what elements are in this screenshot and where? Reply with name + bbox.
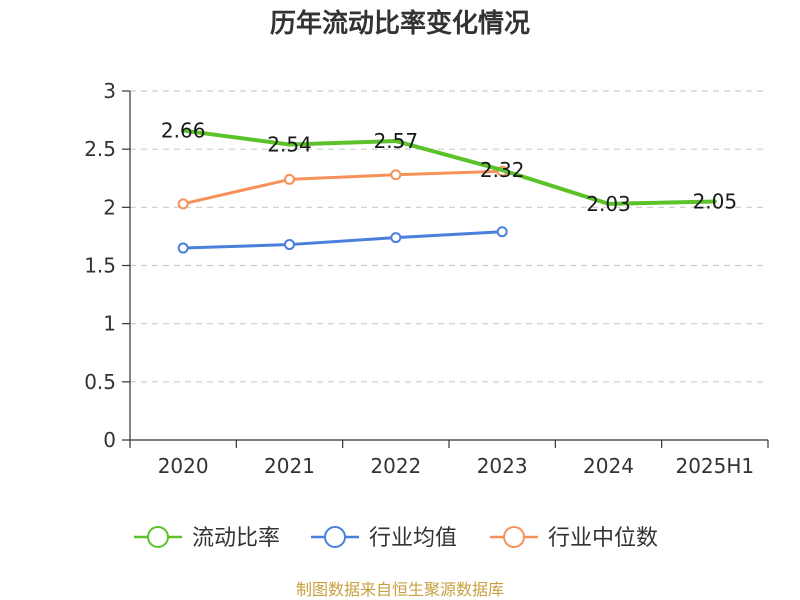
y-tick-label: 1.5 [84, 254, 116, 278]
x-tick-label: 2021 [264, 454, 315, 478]
series-point-2 [390, 169, 402, 181]
series-group [177, 128, 717, 254]
series-point-1 [284, 239, 295, 251]
y-tick-label: 2 [103, 195, 116, 219]
series-point-1 [177, 242, 189, 254]
series-line-2 [181, 169, 504, 206]
series-point-2 [284, 173, 295, 185]
series-line-0 [181, 128, 717, 206]
source-note: 制图数据来自恒生聚源数据库 [296, 580, 504, 599]
legend-marker [503, 526, 525, 548]
y-tick-label: 1 [103, 312, 116, 336]
series-point-1 [390, 232, 402, 244]
legend-marker [324, 526, 346, 548]
y-tick-label: 2.5 [84, 137, 116, 161]
legend-label: 流动比率 [192, 526, 280, 551]
x-tick-label: 2020 [158, 454, 209, 478]
grid [130, 90, 768, 383]
x-tick-label: 2024 [583, 454, 634, 478]
series-point-1 [496, 226, 508, 238]
data-labels: 2.66 2.54 2.57 2.32 2.03 2.05 [161, 119, 737, 216]
legend-label: 行业均值 [369, 526, 457, 551]
legend: 流动比率 行业均值 行业中位数 [134, 526, 658, 551]
data-label: 2.54 [267, 133, 312, 157]
y-tick-label: 3 [103, 79, 116, 103]
data-label: 2.32 [480, 158, 525, 182]
series-line-1 [181, 230, 504, 250]
x-tick-label: 2025H1 [675, 454, 754, 478]
axes: 0 0.5 1 1.5 2 2.5 3 2020 2021 2022 2023 2024 2025H1 [84, 79, 769, 478]
y-tick-label: 0.5 [84, 370, 116, 394]
x-tick-label: 2022 [370, 454, 421, 478]
series-point-2 [177, 198, 189, 210]
legend-label: 行业中位数 [548, 526, 658, 551]
legend-marker [147, 526, 169, 548]
x-tick-label: 2023 [477, 454, 528, 478]
chart-title: 历年流动比率变化情况 [270, 8, 530, 39]
data-label: 2.03 [586, 192, 631, 216]
y-tick-label: 0 [103, 428, 116, 452]
data-label: 2.66 [161, 119, 206, 143]
data-label: 2.57 [374, 129, 419, 153]
data-label: 2.05 [693, 190, 738, 214]
